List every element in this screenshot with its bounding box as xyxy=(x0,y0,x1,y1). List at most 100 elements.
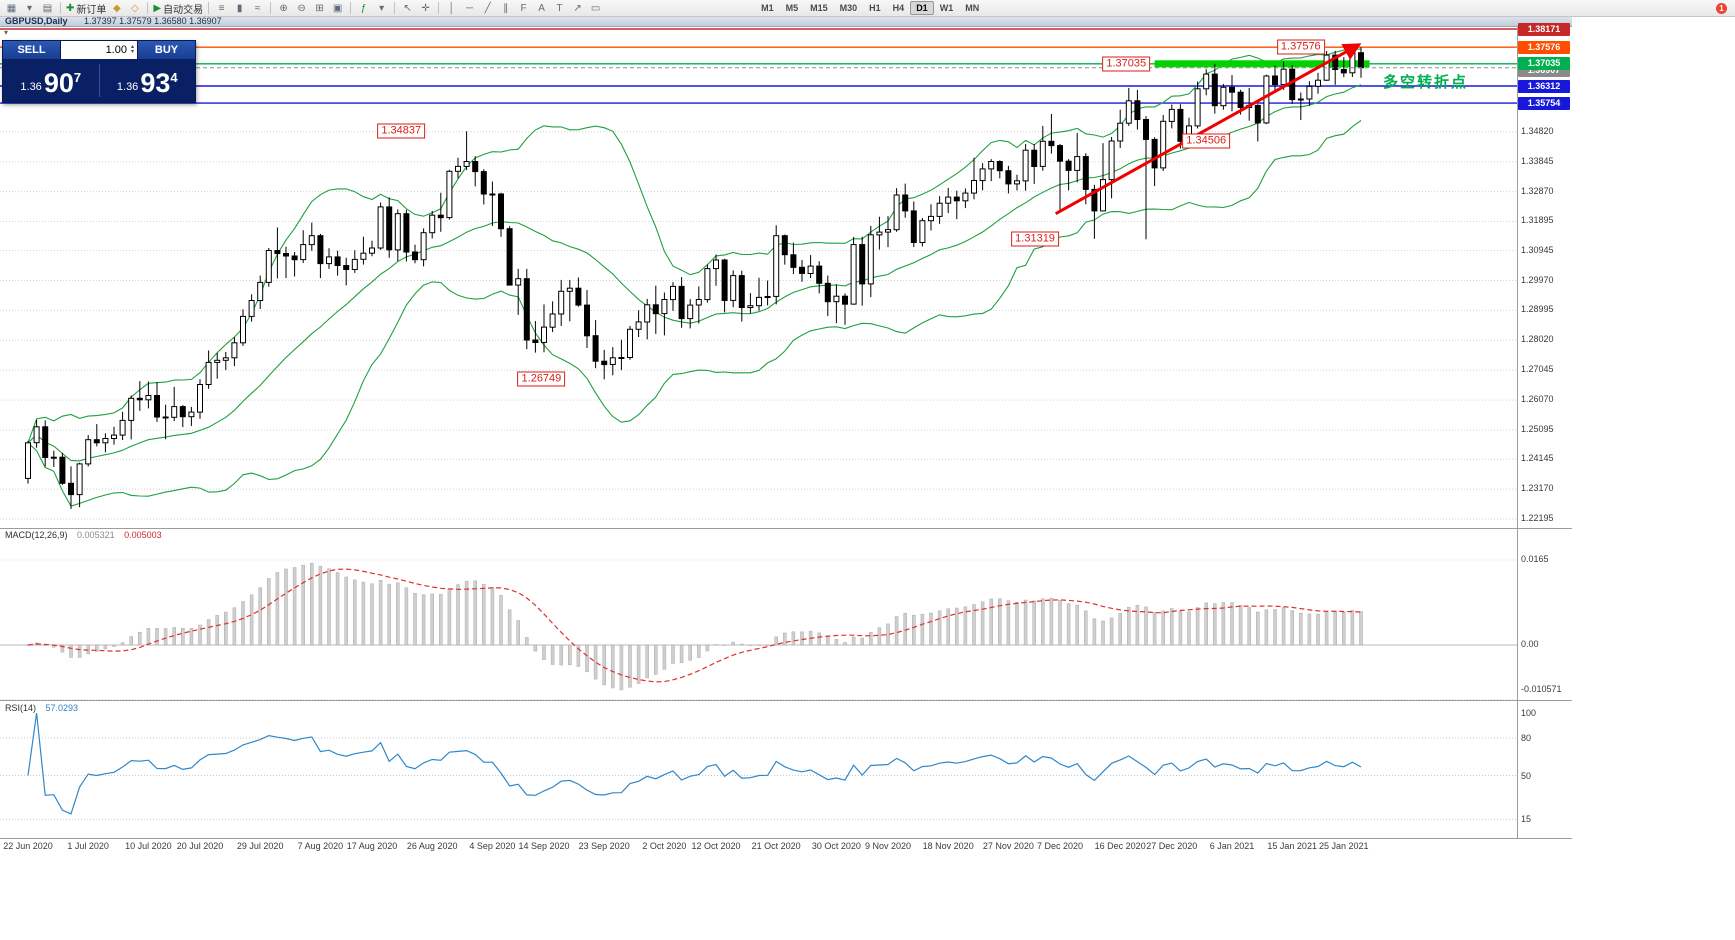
market-watch-icon[interactable]: ◆ xyxy=(113,2,121,14)
bar-chart-icon[interactable]: ≡ xyxy=(218,2,225,14)
date-axis-label: 22 Jun 2020 xyxy=(3,841,53,851)
price-axis-label: 1.27045 xyxy=(1521,364,1554,375)
candles-layer xyxy=(25,47,1364,509)
notification-badge[interactable]: 1 xyxy=(1716,2,1727,14)
timeframe-M1[interactable]: M1 xyxy=(761,3,774,13)
date-axis-label: 9 Nov 2020 xyxy=(864,841,912,851)
bb-upper-band xyxy=(27,48,1362,443)
tile-windows-icon[interactable]: ⊞ xyxy=(315,2,324,14)
price-axis-label: 1.31895 xyxy=(1521,215,1554,226)
macd-signal-value: 0.005003 xyxy=(124,530,162,540)
channel-icon[interactable]: ∥ xyxy=(503,2,509,14)
fibonacci-icon[interactable]: F xyxy=(520,2,527,14)
macd-pane[interactable] xyxy=(0,559,1517,700)
buy-price-pip: 4 xyxy=(170,70,178,85)
sell-price-pip: 7 xyxy=(73,70,82,85)
chart-window-titlebar[interactable]: GBPUSD,Daily 1.37397 1.37579 1.36580 1.3… xyxy=(0,17,1572,27)
vertical-line-icon[interactable]: │ xyxy=(448,2,455,14)
rsi-value: 57.0293 xyxy=(45,703,79,713)
rsi-line xyxy=(27,712,1362,815)
data-window-icon[interactable]: ◇ xyxy=(131,2,139,14)
toolbar-separator xyxy=(394,2,396,14)
date-axis-label: 27 Dec 2020 xyxy=(1146,841,1198,851)
lot-spinner-down-icon[interactable]: ▾ xyxy=(130,49,134,55)
macd-name: MACD(12,26,9) xyxy=(5,530,68,540)
horizontal-line-icon[interactable]: ─ xyxy=(466,2,474,14)
date-axis-label: 18 Nov 2020 xyxy=(922,841,974,851)
timeframe-H1[interactable]: H1 xyxy=(869,3,881,13)
chart-ohlc-values: 1.37397 1.37579 1.36580 1.36907 xyxy=(84,16,222,26)
new-order-button[interactable]: ✚ 新订单 xyxy=(66,2,107,16)
rsi-scale-label: 80 xyxy=(1521,733,1532,743)
indicators-dropdown-icon[interactable]: ▾ xyxy=(379,2,385,14)
price-axis-label: 1.22195 xyxy=(1521,512,1554,523)
rsi-name: RSI(14) xyxy=(5,703,37,713)
buy-button[interactable]: BUY xyxy=(138,41,195,59)
timeframe-M30[interactable]: M30 xyxy=(839,3,858,13)
auto-scroll-icon[interactable]: ▣ xyxy=(332,2,343,14)
annotation-note[interactable]: 多空转折点 xyxy=(1383,74,1469,91)
macd-signal-line xyxy=(27,568,1362,683)
price-axis-label: 1.29970 xyxy=(1521,274,1554,285)
indicators-icon[interactable]: ƒ xyxy=(360,2,367,14)
arrows-icon[interactable]: ↗ xyxy=(573,2,582,14)
price-axis-label: 1.24145 xyxy=(1521,453,1554,464)
timeframe-toolbar: M1 M5 M15 M30 H1 H4 D1 W1 MN xyxy=(755,1,985,15)
chart-canvas[interactable] xyxy=(0,27,1517,838)
bb-lower-band xyxy=(27,120,1362,507)
new-chart-dropdown-icon[interactable]: ▾ xyxy=(26,2,33,14)
lot-spinner-up-icon[interactable]: ▴ xyxy=(130,44,134,50)
rsi-scale-label: 100 xyxy=(1521,708,1537,718)
toolbar-separator xyxy=(438,2,440,14)
resistance-zone[interactable] xyxy=(1154,60,1370,68)
line-chart-icon[interactable]: ≈ xyxy=(254,2,261,14)
date-axis-label: 20 Jul 2020 xyxy=(176,841,224,851)
date-axis-label: 6 Jan 2021 xyxy=(1209,841,1255,851)
date-axis-label: 26 Aug 2020 xyxy=(406,841,458,851)
text-icon[interactable]: A xyxy=(538,2,545,14)
lot-size-input[interactable]: 1.00 ▴ ▾ xyxy=(60,41,138,59)
candlestick-chart-icon[interactable]: ▮ xyxy=(236,2,243,14)
sell-price[interactable]: 1.36 90 7 xyxy=(3,59,99,102)
date-axis-label: 14 Sep 2020 xyxy=(518,841,570,851)
timeframe-H4[interactable]: H4 xyxy=(892,3,905,13)
date-axis-label: 4 Sep 2020 xyxy=(469,841,516,851)
crosshair-icon[interactable]: ✛ xyxy=(421,2,430,14)
date-axis-label: 29 Jul 2020 xyxy=(236,841,284,851)
autotrading-button[interactable]: ▶ 自动交易 xyxy=(153,2,204,16)
date-axis-label: 7 Dec 2020 xyxy=(1036,841,1084,851)
new-chart-icon[interactable]: ▦ xyxy=(6,2,17,14)
price-axis-label: 1.34820 xyxy=(1521,125,1554,136)
shapes-icon[interactable]: ▭ xyxy=(590,2,601,14)
sell-button[interactable]: SELL xyxy=(3,41,60,59)
timeframe-M5[interactable]: M5 xyxy=(785,3,799,13)
rsi-pane-separator[interactable] xyxy=(0,700,1572,701)
zoom-in-icon[interactable]: ⊕ xyxy=(279,2,288,14)
timeframe-M15[interactable]: M15 xyxy=(810,3,828,13)
text-label-icon[interactable]: T xyxy=(556,2,563,14)
price-tag: 1.37576 xyxy=(1518,40,1570,54)
main-price-pane[interactable] xyxy=(0,28,1517,520)
cursor-icon[interactable]: ↖ xyxy=(403,2,412,14)
price-tag: 1.37035 xyxy=(1518,57,1570,71)
lot-spinner[interactable]: ▴ ▾ xyxy=(130,44,134,55)
bid-price-tag: 1.36907 xyxy=(1518,63,1570,77)
macd-pane-separator[interactable] xyxy=(0,528,1572,529)
trendline-icon[interactable]: ╱ xyxy=(484,2,491,14)
one-click-trading-panel: SELL 1.00 ▴ ▾ BUY 1.36 90 7 1.36 93 4 xyxy=(2,40,196,103)
zoom-out-icon[interactable]: ⊖ xyxy=(297,2,306,14)
profiles-icon[interactable]: ▤ xyxy=(42,2,53,14)
buy-price[interactable]: 1.36 93 4 xyxy=(100,59,196,102)
timeframe-W1[interactable]: W1 xyxy=(939,3,954,13)
price-tag: 1.36312 xyxy=(1518,79,1570,93)
one-click-collapse-icon[interactable]: ▾ xyxy=(4,28,9,37)
rsi-pane[interactable] xyxy=(0,712,1517,820)
timeframe-MN[interactable]: MN xyxy=(965,3,980,13)
timeframe-D1[interactable]: D1 xyxy=(910,1,934,15)
date-axis-label: 12 Oct 2020 xyxy=(691,841,741,851)
lot-value: 1.00 xyxy=(105,44,127,56)
trend-arrow-line[interactable] xyxy=(1054,43,1362,216)
price-axis-label: 1.28995 xyxy=(1521,304,1554,315)
rsi-scale-label: 50 xyxy=(1521,770,1532,781)
